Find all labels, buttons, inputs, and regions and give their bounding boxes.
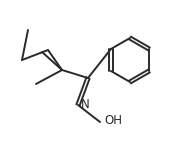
Text: OH: OH <box>104 115 122 128</box>
Text: N: N <box>81 97 90 111</box>
